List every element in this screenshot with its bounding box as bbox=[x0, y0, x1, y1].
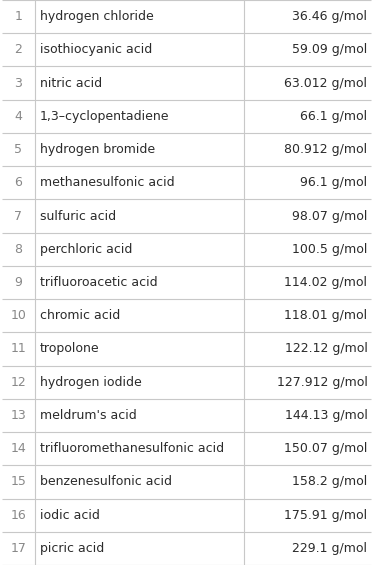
Text: 144.13 g/mol: 144.13 g/mol bbox=[285, 409, 367, 422]
Text: 36.46 g/mol: 36.46 g/mol bbox=[292, 10, 367, 23]
Text: iodic acid: iodic acid bbox=[40, 508, 100, 521]
Text: hydrogen iodide: hydrogen iodide bbox=[40, 376, 142, 389]
Text: benzenesulfonic acid: benzenesulfonic acid bbox=[40, 475, 172, 488]
Text: 9: 9 bbox=[15, 276, 22, 289]
Text: 6: 6 bbox=[15, 176, 22, 189]
Text: 59.09 g/mol: 59.09 g/mol bbox=[292, 44, 367, 57]
Text: 13: 13 bbox=[10, 409, 26, 422]
Text: 122.12 g/mol: 122.12 g/mol bbox=[285, 342, 367, 355]
Text: hydrogen chloride: hydrogen chloride bbox=[40, 10, 154, 23]
Text: 118.01 g/mol: 118.01 g/mol bbox=[284, 309, 367, 322]
Text: 11: 11 bbox=[10, 342, 26, 355]
Text: tropolone: tropolone bbox=[40, 342, 100, 355]
Text: 158.2 g/mol: 158.2 g/mol bbox=[292, 475, 367, 488]
Text: 66.1 g/mol: 66.1 g/mol bbox=[300, 110, 367, 123]
Text: 175.91 g/mol: 175.91 g/mol bbox=[284, 508, 367, 521]
Text: nitric acid: nitric acid bbox=[40, 77, 102, 90]
Text: 3: 3 bbox=[15, 77, 22, 90]
Text: 7: 7 bbox=[15, 210, 22, 223]
Text: perchloric acid: perchloric acid bbox=[40, 243, 132, 256]
Text: hydrogen bromide: hydrogen bromide bbox=[40, 143, 155, 156]
Text: sulfuric acid: sulfuric acid bbox=[40, 210, 116, 223]
Text: 2: 2 bbox=[15, 44, 22, 57]
Text: trifluoroacetic acid: trifluoroacetic acid bbox=[40, 276, 157, 289]
Text: 96.1 g/mol: 96.1 g/mol bbox=[300, 176, 367, 189]
Text: 150.07 g/mol: 150.07 g/mol bbox=[284, 442, 367, 455]
Text: meldrum's acid: meldrum's acid bbox=[40, 409, 137, 422]
Text: trifluoromethanesulfonic acid: trifluoromethanesulfonic acid bbox=[40, 442, 224, 455]
Text: 1,3–cyclopentadiene: 1,3–cyclopentadiene bbox=[40, 110, 169, 123]
Text: 98.07 g/mol: 98.07 g/mol bbox=[292, 210, 367, 223]
Text: 15: 15 bbox=[10, 475, 26, 488]
Text: 63.012 g/mol: 63.012 g/mol bbox=[284, 77, 367, 90]
Text: 127.912 g/mol: 127.912 g/mol bbox=[276, 376, 367, 389]
Text: isothiocyanic acid: isothiocyanic acid bbox=[40, 44, 152, 57]
Text: chromic acid: chromic acid bbox=[40, 309, 120, 322]
Text: 12: 12 bbox=[10, 376, 26, 389]
Text: 16: 16 bbox=[10, 508, 26, 521]
Text: 8: 8 bbox=[15, 243, 22, 256]
Text: 10: 10 bbox=[10, 309, 26, 322]
Text: 80.912 g/mol: 80.912 g/mol bbox=[284, 143, 367, 156]
Text: 14: 14 bbox=[10, 442, 26, 455]
Text: methanesulfonic acid: methanesulfonic acid bbox=[40, 176, 175, 189]
Text: 4: 4 bbox=[15, 110, 22, 123]
Text: 100.5 g/mol: 100.5 g/mol bbox=[292, 243, 367, 256]
Text: picric acid: picric acid bbox=[40, 542, 104, 555]
Text: 5: 5 bbox=[15, 143, 22, 156]
Text: 17: 17 bbox=[10, 542, 26, 555]
Text: 114.02 g/mol: 114.02 g/mol bbox=[284, 276, 367, 289]
Text: 229.1 g/mol: 229.1 g/mol bbox=[292, 542, 367, 555]
Text: 1: 1 bbox=[15, 10, 22, 23]
